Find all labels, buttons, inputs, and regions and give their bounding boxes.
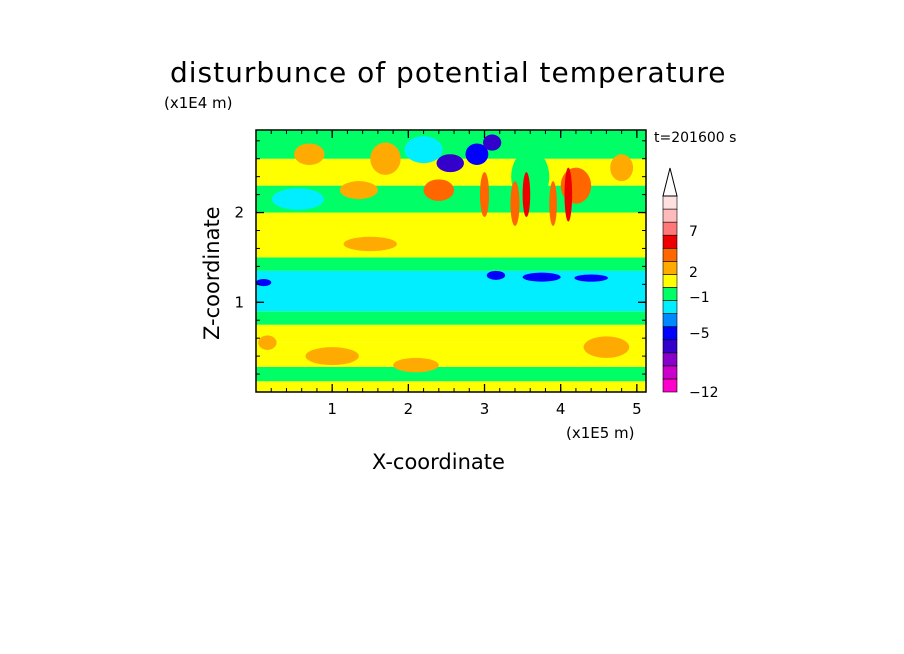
colorbar-swatch-14 — [662, 195, 678, 210]
band-8 — [256, 212, 646, 235]
colorbar-swatch-10 — [662, 247, 678, 262]
band-4 — [256, 311, 646, 325]
band-1 — [256, 366, 646, 382]
plot-area — [256, 130, 646, 392]
x-axis-label: X-coordinate — [372, 450, 505, 474]
contour-blob-8 — [482, 134, 502, 151]
contour-blob-4 — [370, 142, 401, 175]
colorbar-label: −5 — [689, 326, 710, 342]
contour-blob-15 — [393, 357, 439, 373]
x-scale-label: (x1E5 m) — [566, 424, 635, 442]
contour-blob-12 — [574, 274, 608, 282]
colorbar-swatch-2 — [662, 352, 678, 367]
colorbar-swatch-8 — [662, 274, 678, 288]
contour-blob-22 — [549, 181, 557, 227]
x-tick-label: 1 — [327, 400, 337, 418]
time-label: t=201600 s — [654, 130, 737, 146]
colorbar-swatch-9 — [662, 261, 678, 275]
axis-ticks: 1 2 3 4 5 1 2 — [234, 130, 646, 418]
colorbar-label: 7 — [689, 224, 698, 240]
contour-blob-9 — [423, 179, 455, 201]
contour-blob-5 — [404, 136, 443, 164]
band-7 — [256, 234, 646, 258]
y-tick-label: 2 — [234, 204, 244, 222]
contour-blob-10 — [486, 270, 506, 280]
colorbar-swatch-13 — [662, 208, 678, 223]
contour-blob-11 — [522, 272, 561, 282]
colorbar-label: −12 — [689, 385, 719, 401]
colorbar-swatch-6 — [662, 300, 678, 314]
band-0 — [256, 381, 646, 392]
contour-blob-24 — [479, 172, 490, 218]
colorbar-label: 2 — [689, 265, 698, 281]
y-tick-label: 1 — [234, 293, 244, 311]
contour-blob-6 — [436, 154, 464, 173]
band-3 — [256, 324, 646, 343]
contour-blob-2 — [339, 181, 378, 200]
x-tick-label: 4 — [556, 400, 566, 418]
colorbar-swatch-3 — [662, 339, 678, 354]
contour-blob-26 — [258, 335, 277, 350]
plot-frame — [255, 129, 647, 393]
contour-blob-20 — [510, 181, 520, 227]
x-tick-label: 5 — [632, 400, 642, 418]
colorbar-swatch-4 — [662, 326, 678, 341]
colorbar-swatch-11 — [662, 234, 678, 249]
colorbar-extend-arrow — [662, 167, 678, 197]
contour-blob-21 — [522, 172, 531, 218]
band-6 — [256, 257, 646, 271]
chart-title: disturbunce of potential temperature — [170, 56, 727, 89]
contour-blob-14 — [305, 347, 359, 366]
colorbar-swatch-12 — [662, 221, 678, 236]
y-scale-label: (x1E4 m) — [164, 94, 233, 112]
colorbar-swatch-5 — [662, 313, 678, 327]
colorbar: 7 2 −1 −5 −12 — [662, 167, 719, 401]
colorbar-swatch-0 — [662, 378, 678, 393]
colorbar-swatch-1 — [662, 365, 678, 380]
contour-blob-3 — [294, 143, 325, 165]
contour-blob-25 — [343, 236, 397, 252]
colorbar-label: −1 — [689, 290, 710, 306]
contour-blob-13 — [256, 278, 272, 287]
x-tick-label: 2 — [404, 400, 414, 418]
contour-blob-18 — [610, 154, 634, 182]
x-tick-label: 3 — [480, 400, 490, 418]
contour-blob-16 — [583, 336, 630, 358]
contour-blob-23 — [564, 167, 573, 222]
contour-blob-19 — [511, 149, 550, 204]
contour-blob-7 — [465, 143, 489, 165]
colorbar-swatch-7 — [662, 287, 678, 301]
contour-blob-1 — [271, 188, 324, 210]
